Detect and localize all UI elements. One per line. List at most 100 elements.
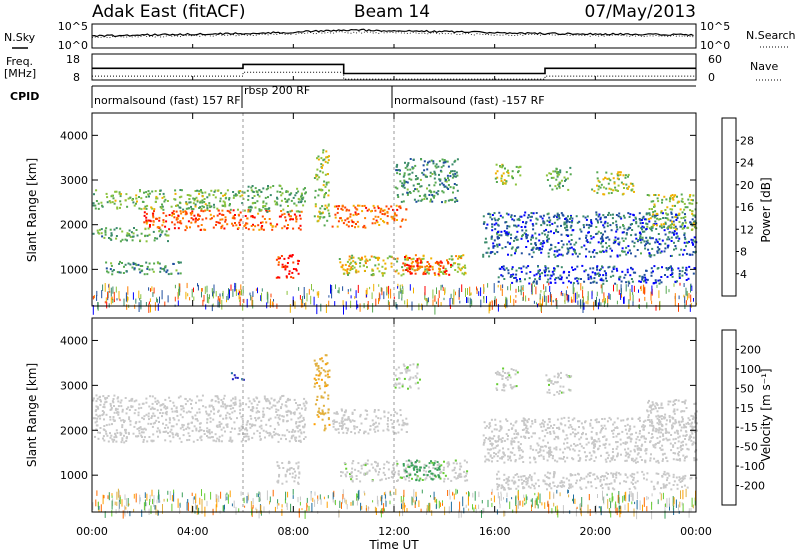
clutter-cell: [693, 298, 694, 302]
scatter-cell: [613, 480, 616, 483]
scatter-cell: [564, 179, 566, 182]
scatter-cell: [575, 433, 578, 436]
scatter-cell: [544, 270, 547, 273]
scatter-cell: [669, 420, 671, 423]
scatter-cell: [489, 213, 492, 216]
scatter-cell: [594, 273, 597, 276]
scatter-cell: [601, 245, 604, 248]
clutter-cell: [452, 298, 454, 305]
scatter-cell: [357, 213, 360, 215]
scatter-cell: [680, 217, 683, 220]
scatter-cell: [498, 429, 501, 432]
scatter-cell: [429, 175, 432, 178]
scatter-cell: [393, 219, 396, 222]
scatter-cell: [122, 419, 125, 422]
scatter-cell: [487, 437, 490, 440]
scatter-cell: [95, 420, 98, 423]
scatter-cell: [214, 400, 217, 403]
scatter-cell: [662, 438, 665, 441]
scatter-cell: [529, 447, 532, 450]
scatter-cell: [496, 251, 499, 254]
scatter-cell: [678, 458, 681, 460]
scatter-cell: [173, 198, 176, 201]
scatter-cell: [264, 436, 266, 439]
scatter-cell: [616, 177, 619, 180]
scatter-cell: [428, 194, 431, 196]
scatter-cell: [651, 436, 654, 439]
scatter-cell: [652, 444, 655, 447]
scatter-cell: [118, 262, 121, 265]
scatter-cell: [620, 453, 622, 456]
scatter-cell: [514, 237, 517, 240]
scatter-cell: [177, 419, 180, 422]
scatter-cell: [275, 258, 278, 261]
scatter-cell: [215, 221, 218, 223]
scatter-cell: [533, 456, 535, 459]
scatter-cell: [631, 472, 634, 475]
scatter-cell: [579, 457, 582, 460]
scatter-cell: [670, 267, 673, 270]
clutter-cell: [132, 292, 134, 300]
scatter-cell: [454, 262, 457, 265]
scatter-cell: [610, 188, 613, 191]
scatter-cell: [121, 424, 124, 427]
scatter-cell: [694, 419, 697, 422]
scatter-cell: [245, 427, 248, 430]
scatter-cell: [252, 398, 255, 401]
scatter-cell: [408, 177, 411, 180]
scatter-cell: [376, 267, 379, 270]
scatter-cell: [143, 211, 146, 214]
scatter-cell: [338, 258, 341, 260]
scatter-cell: [413, 198, 416, 201]
scatter-cell: [281, 213, 284, 216]
scatter-cell: [505, 267, 508, 270]
scatter-cell: [623, 187, 625, 189]
scatter-cell: [558, 253, 561, 256]
scatter-cell: [408, 266, 411, 269]
scatter-cell: [569, 247, 571, 250]
scatter-cell: [537, 271, 540, 274]
scatter-cell: [333, 421, 336, 423]
scatter-cell: [689, 209, 692, 212]
scatter-cell: [617, 215, 620, 218]
scatter-cell: [188, 435, 191, 437]
scatter-cell: [671, 268, 674, 271]
scatter-cell: [540, 215, 542, 218]
scatter-cell: [189, 226, 191, 229]
scatter-cell: [635, 220, 638, 223]
scatter-cell: [488, 426, 491, 429]
scatter-cell: [538, 485, 540, 488]
scatter-cell: [522, 265, 525, 268]
scatter-cell: [280, 407, 282, 410]
scatter-cell: [300, 210, 303, 213]
scatter-cell: [132, 201, 135, 204]
scatter-cell: [526, 427, 529, 430]
scatter-cell: [198, 190, 201, 193]
scatter-cell: [256, 200, 259, 203]
scatter-cell: [390, 255, 393, 258]
scatter-cell: [560, 423, 563, 426]
clutter-cell: [255, 288, 257, 291]
scatter-cell: [616, 417, 619, 420]
scatter-cell: [400, 219, 403, 222]
scatter-cell: [199, 436, 202, 439]
scatter-cell: [604, 458, 607, 461]
scatter-cell: [520, 270, 523, 273]
scatter-cell: [552, 215, 555, 218]
scatter-cell: [105, 400, 108, 403]
clutter-cell: [211, 288, 213, 293]
scatter-cell: [557, 276, 560, 279]
scatter-cell: [578, 220, 581, 223]
scatter-cell: [580, 436, 583, 439]
scatter-cell: [279, 396, 282, 399]
scatter-cell: [666, 238, 669, 241]
scatter-cell: [495, 163, 498, 166]
scatter-cell: [117, 396, 120, 399]
colorbar-tick-label: 8: [740, 246, 747, 259]
scatter-cell: [521, 429, 524, 431]
scatter-cell: [518, 449, 521, 452]
scatter-cell: [602, 224, 605, 227]
scatter-cell: [108, 237, 110, 239]
scatter-cell: [624, 428, 627, 431]
scatter-cell: [668, 226, 671, 229]
